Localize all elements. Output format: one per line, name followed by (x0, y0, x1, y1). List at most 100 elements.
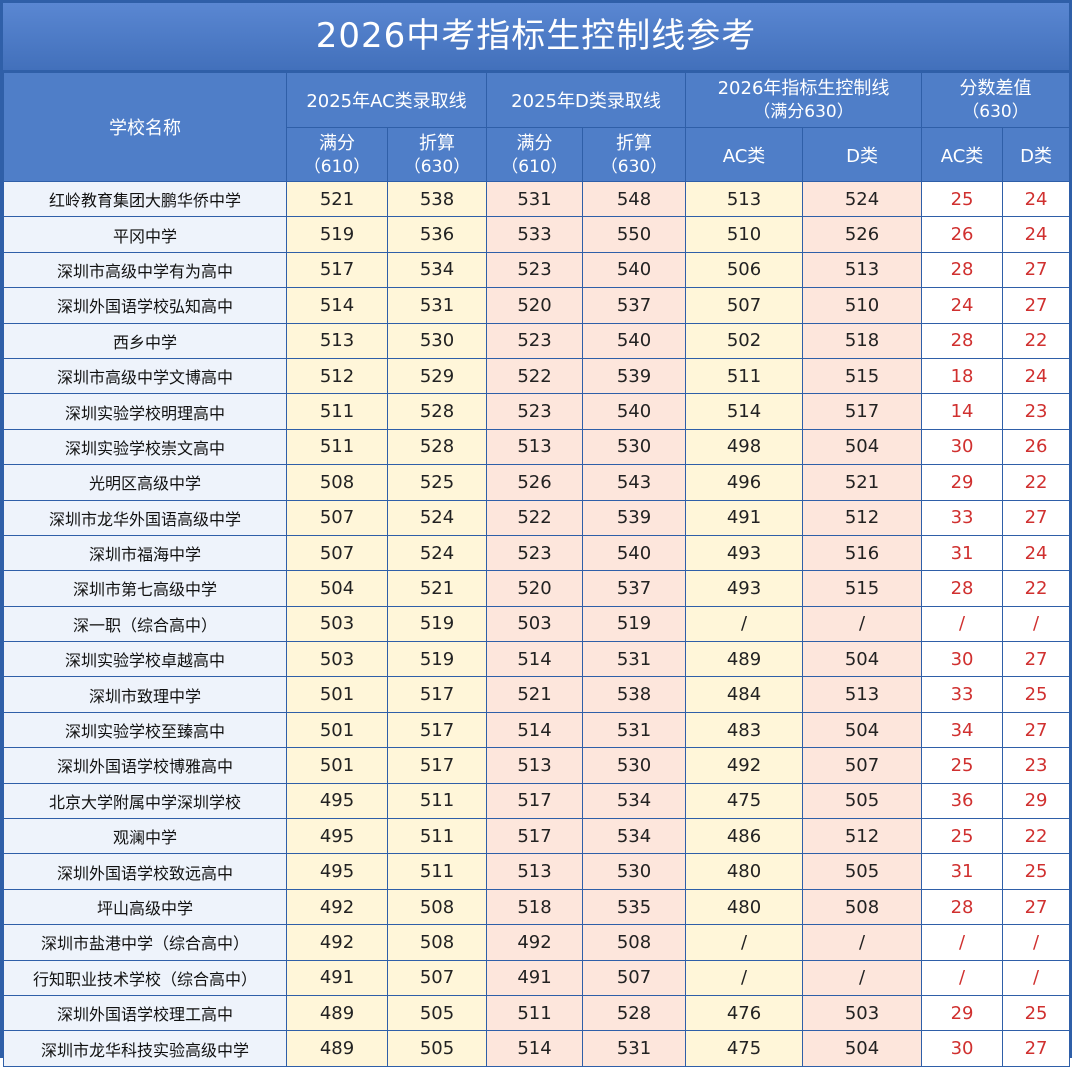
control-d-cell: 521 (802, 464, 923, 501)
d-full-score-cell: 492 (486, 924, 583, 961)
control-ac-cell: 486 (685, 818, 804, 855)
diff-ac-cell: 30 (921, 428, 1004, 466)
header-ac-full: 满分 （610） (286, 127, 388, 182)
diff-ac-cell: 28 (921, 888, 1004, 926)
diff-d-cell: 24 (1002, 216, 1071, 253)
d-full-score-cell: 526 (486, 464, 583, 501)
ac-converted-score-cell: 517 (387, 676, 487, 713)
ac-converted-score-cell: 538 (387, 180, 487, 218)
diff-ac-cell: 25 (921, 180, 1004, 218)
diff-ac-cell: 31 (921, 853, 1004, 890)
d-converted-score-cell: 530 (581, 428, 687, 466)
control-d-cell: 517 (802, 393, 923, 430)
ac-full-score-cell: 492 (286, 888, 388, 926)
ac-converted-score-cell: 505 (387, 1030, 487, 1067)
school-name-cell: 观澜中学 (3, 818, 287, 855)
page-title: 2026中考指标生控制线参考 (3, 3, 1069, 72)
d-converted-score-cell: 539 (581, 357, 687, 395)
school-name-cell: 深圳实验学校明理高中 (3, 393, 287, 430)
diff-d-cell: 22 (1002, 570, 1071, 607)
table-row: 坪山高级中学 492 508 518 535 480 508 28 27 (3, 888, 1071, 926)
d-converted-score-cell: 530 (581, 747, 687, 784)
control-ac-cell: 513 (685, 180, 804, 218)
ac-full-score-cell: 511 (286, 428, 388, 466)
table-row: 深圳市高级中学文博高中 512 529 522 539 511 515 18 24 (3, 357, 1071, 395)
control-ac-cell: 498 (685, 428, 804, 466)
control-ac-cell: 496 (685, 464, 804, 501)
header-control-2026-title: 2026年指标生控制线 (717, 78, 890, 99)
control-d-cell: 518 (802, 322, 923, 359)
diff-ac-cell: 30 (921, 1030, 1004, 1067)
control-ac-cell: 480 (685, 888, 804, 926)
diff-ac-cell: 29 (921, 994, 1004, 1032)
table-row: 深圳市龙华外国语高级中学 507 524 522 539 491 512 33 27 (3, 499, 1071, 536)
ac-converted-score-cell: 528 (387, 393, 487, 430)
ac-full-score-cell: 514 (286, 287, 388, 324)
ac-converted-score-cell: 508 (387, 888, 487, 926)
d-converted-score-cell: 531 (581, 711, 687, 749)
d-converted-score-cell: 534 (581, 782, 687, 820)
table-row: 深圳市第七高级中学 504 521 520 537 493 515 28 22 (3, 570, 1071, 607)
diff-ac-cell: 25 (921, 747, 1004, 784)
diff-ac-cell: 28 (921, 322, 1004, 359)
d-full-score-cell: 511 (486, 994, 583, 1032)
ac-converted-score-cell: 528 (387, 428, 487, 466)
control-d-cell: 524 (802, 180, 923, 218)
diff-d-cell: 27 (1002, 251, 1071, 289)
diff-ac-cell: 26 (921, 216, 1004, 253)
control-d-cell: 510 (802, 287, 923, 324)
table-row: 深圳市福海中学 507 524 523 540 493 516 31 24 (3, 534, 1071, 572)
ac-converted-score-cell: 524 (387, 534, 487, 572)
school-name-cell: 深圳外国语学校博雅高中 (3, 747, 287, 784)
d-full-score-cell: 522 (486, 357, 583, 395)
ac-full-score-cell: 495 (286, 782, 388, 820)
control-d-cell: 505 (802, 853, 923, 890)
ac-full-score-cell: 492 (286, 924, 388, 961)
control-d-cell: 515 (802, 357, 923, 395)
table-row: 深圳外国语学校理工高中 489 505 511 528 476 503 29 25 (3, 994, 1071, 1032)
d-converted-score-cell: 540 (581, 251, 687, 289)
ac-full-score-cell: 501 (286, 747, 388, 784)
control-ac-cell: 475 (685, 1030, 804, 1067)
ac-full-score-cell: 517 (286, 251, 388, 289)
table-row: 深圳外国语学校致远高中 495 511 513 530 480 505 31 25 (3, 853, 1071, 890)
control-d-cell: 513 (802, 676, 923, 713)
ac-converted-score-cell: 511 (387, 782, 487, 820)
school-name-cell: 深圳市盐港中学（综合高中） (3, 924, 287, 961)
ac-converted-score-cell: 529 (387, 357, 487, 395)
header-conv-sub: （630） (403, 156, 471, 177)
ac-converted-score-cell: 536 (387, 216, 487, 253)
ac-converted-score-cell: 508 (387, 924, 487, 961)
d-converted-score-cell: 540 (581, 534, 687, 572)
diff-d-cell: 27 (1002, 641, 1071, 678)
d-converted-score-cell: 543 (581, 464, 687, 501)
d-converted-score-cell: 519 (581, 605, 687, 643)
school-name-cell: 深圳市高级中学文博高中 (3, 357, 287, 395)
table-row: 深圳市盐港中学（综合高中） 492 508 492 508// / / (3, 924, 1071, 961)
d-full-score-cell: 503 (486, 605, 583, 643)
d-converted-score-cell: 508 (581, 924, 687, 961)
d-full-score-cell: 533 (486, 216, 583, 253)
diff-ac-cell: / (921, 605, 1004, 643)
table-row: 西乡中学 513 530 523 540 502 518 28 22 (3, 322, 1071, 359)
diff-d-cell: 22 (1002, 818, 1071, 855)
diff-ac-cell: 30 (921, 641, 1004, 678)
school-name-cell: 光明区高级中学 (3, 464, 287, 501)
ac-converted-score-cell: 507 (387, 959, 487, 996)
control-d-cell: 526 (802, 216, 923, 253)
d-full-score-cell: 520 (486, 570, 583, 607)
header-conv-label: 折算 (419, 132, 455, 154)
diff-d-cell: 22 (1002, 464, 1071, 501)
ac-full-score-cell: 501 (286, 711, 388, 749)
diff-ac-cell: 14 (921, 393, 1004, 430)
control-d-cell: / (802, 605, 923, 643)
ac-full-score-cell: 504 (286, 570, 388, 607)
diff-ac-cell: 29 (921, 464, 1004, 501)
d-full-score-cell: 513 (486, 747, 583, 784)
d-full-score-cell: 523 (486, 251, 583, 289)
diff-ac-cell: / (921, 959, 1004, 996)
diff-d-cell: 27 (1002, 888, 1071, 926)
header-control-d: D类 (802, 127, 923, 182)
control-d-cell: / (802, 959, 923, 996)
header-control-ac: AC类 (685, 127, 804, 182)
